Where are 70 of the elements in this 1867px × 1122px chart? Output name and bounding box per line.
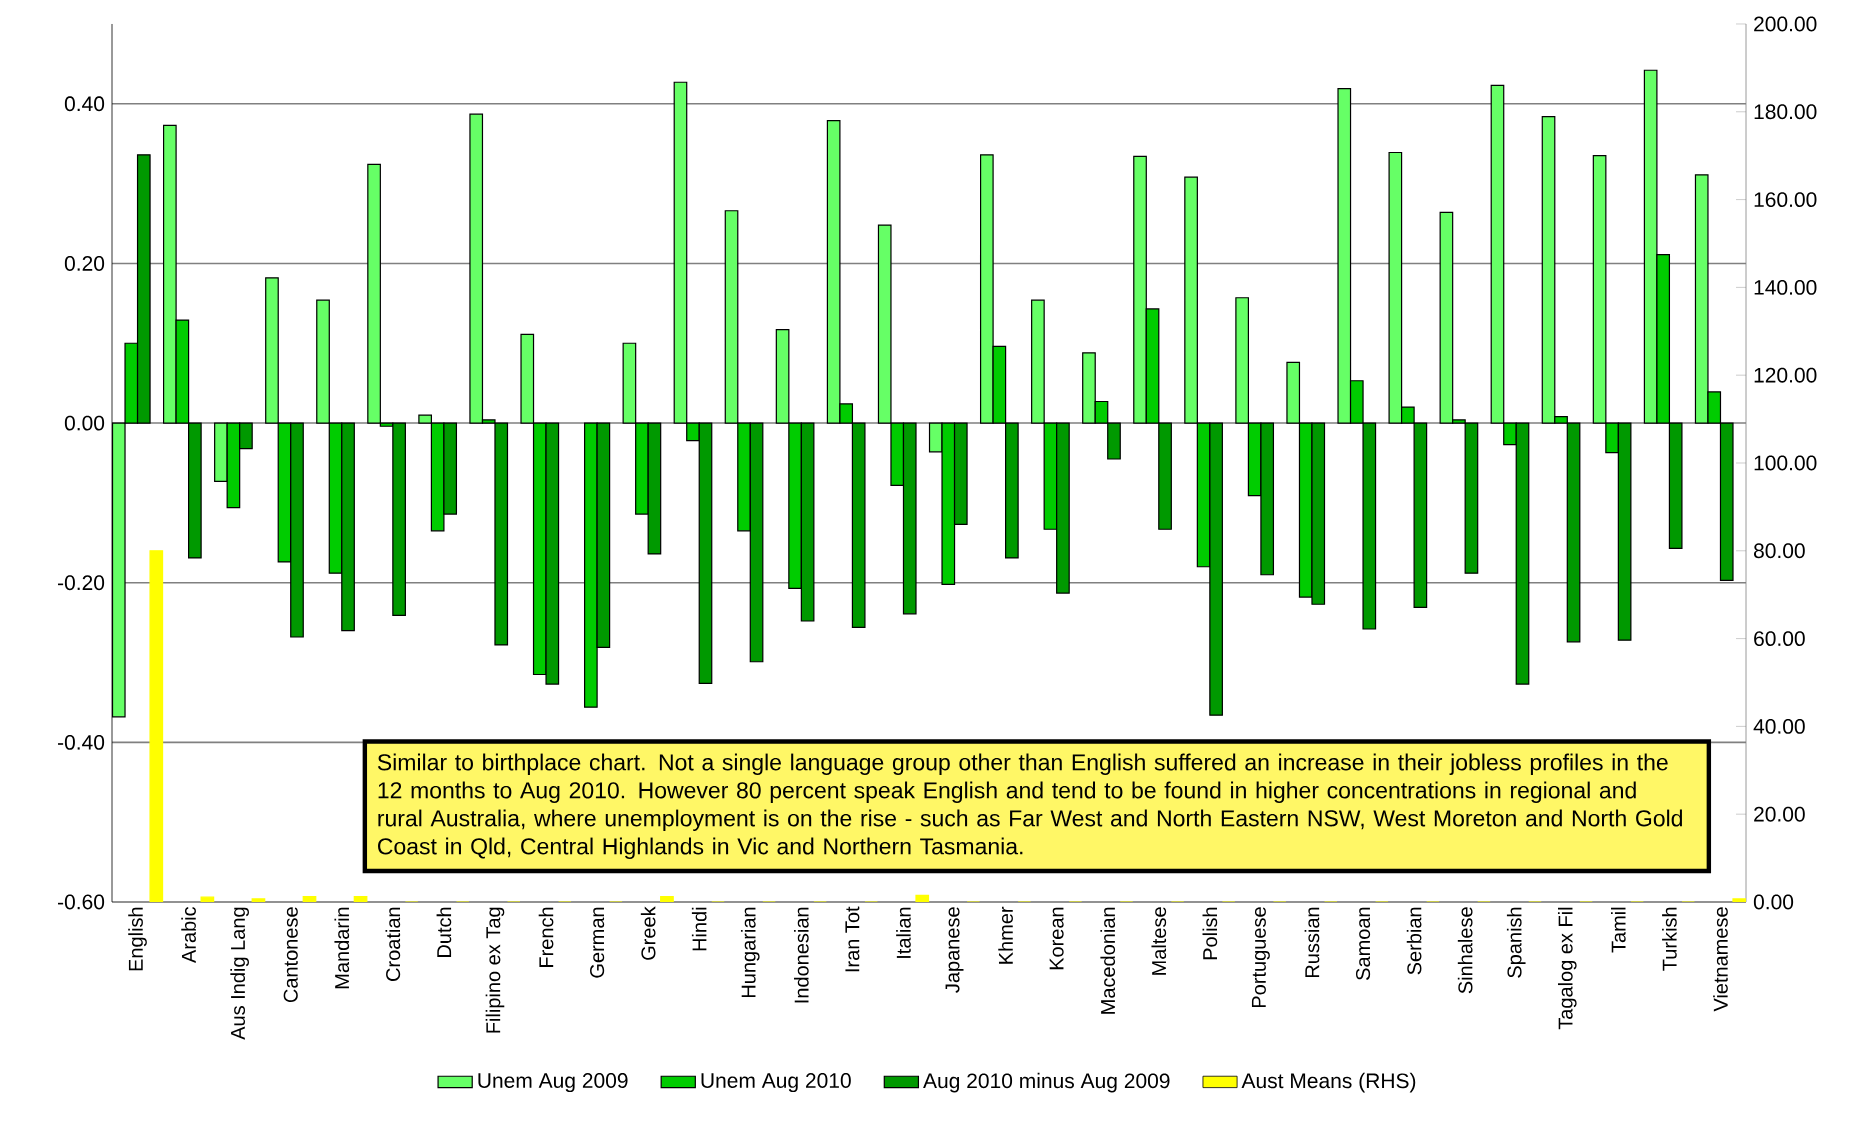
x-tick-label: Spanish xyxy=(1506,907,1526,978)
bar xyxy=(915,894,930,902)
y2-tick-label: 0.00 xyxy=(1753,894,1794,910)
bar xyxy=(367,163,381,424)
x-tick-label: Aus Indig Lang xyxy=(230,907,249,1040)
x-tick-label: Croatian xyxy=(385,907,401,981)
y2-tick-label: 180.00 xyxy=(1754,104,1817,120)
x-tick-label: Greek xyxy=(640,906,656,960)
x-tick-label: Tagalog ex Fil xyxy=(1557,907,1577,1030)
x-tick-label: Cantonese xyxy=(283,907,298,1003)
x-tick-label: Hungarian xyxy=(740,907,760,998)
x-tick-label: Iran Tot xyxy=(845,906,860,972)
bar xyxy=(251,898,266,902)
bar xyxy=(1133,155,1147,424)
x-tick-label: Russian xyxy=(1304,907,1320,978)
bar xyxy=(1732,898,1747,902)
x-tick-label: Dutch xyxy=(436,907,452,957)
x-tick-label: Macedonian xyxy=(1100,907,1116,1014)
y2-tick-label: 100.00 xyxy=(1754,455,1817,471)
bar xyxy=(149,550,164,902)
bar xyxy=(1031,299,1045,424)
y2-tick-label: 40.00 xyxy=(1753,718,1805,734)
legend-label: Unem Aug 2009 xyxy=(478,1073,628,1093)
x-tick-label: Filipino ex Tag xyxy=(485,907,505,1033)
y-tick-label: -0.40 xyxy=(58,734,105,750)
bar xyxy=(1184,176,1198,424)
bar xyxy=(200,896,215,902)
y2-tick-label: 120.00 xyxy=(1754,367,1817,383)
x-tick-label: Serbian xyxy=(1406,907,1422,975)
bar xyxy=(214,422,228,482)
y2-tick-label: 160.00 xyxy=(1754,192,1817,208)
y2-tick-label: 60.00 xyxy=(1754,631,1805,647)
x-tick-label: Mandarin xyxy=(334,907,350,989)
bar xyxy=(316,299,330,424)
x-tick-label: Indonesian xyxy=(794,907,809,1003)
x-tick-label: Maltese xyxy=(1151,907,1167,975)
y-tick-label: -0.60 xyxy=(58,894,105,910)
bar xyxy=(660,896,674,902)
legend-label: Aug 2010 minus Aug 2009 xyxy=(923,1072,1170,1093)
x-tick-label: Polish xyxy=(1202,907,1218,960)
x-tick-label: Turkish xyxy=(1662,907,1677,971)
legend-label: Aust Means (RHS) xyxy=(1241,1072,1416,1093)
y2-tick-label: 140.00 xyxy=(1754,279,1817,295)
legend-label: Unem Aug 2010 xyxy=(701,1073,851,1093)
annotation: Similar to birthplace chart. Not a single language group other than English suffered an increase in their jobless profiles in the 12 months to Aug 2010. However 80 percent speak English and tend to be found in higher concentrations in regional and rural Australia, where unemployment is on the rise - such as Far West and North Eastern NSW, West Moreton and North Gold Coast in Qld, Central Highlands in Vic and Northern Tasmania. xyxy=(377,753,1682,859)
y-tick-label: 0.20 xyxy=(64,256,105,271)
x-tick-label: Korean xyxy=(1049,907,1064,970)
x-tick-label: Italian xyxy=(896,907,911,958)
x-tick-label: Tamil xyxy=(1611,907,1626,953)
bar xyxy=(302,896,317,902)
x-tick-label: Portuguese xyxy=(1251,907,1270,1008)
y2-tick-label: 80.00 xyxy=(1753,543,1805,559)
x-tick-label: Khmer xyxy=(998,906,1013,964)
y2-tick-label: 200.00 xyxy=(1754,16,1817,32)
x-tick-label: Japanese xyxy=(945,907,964,993)
x-tick-label: Sinhalese xyxy=(1457,907,1473,994)
bar xyxy=(353,896,368,902)
x-tick-label: French xyxy=(538,907,554,967)
x-tick-label: Arabic xyxy=(181,906,196,964)
y-tick-label: 0.40 xyxy=(64,96,105,112)
x-tick-label: Samoan xyxy=(1355,907,1371,980)
x-tick-label: Hindi xyxy=(691,907,707,951)
y-tick-label: 0.00 xyxy=(64,415,105,431)
bar xyxy=(265,277,279,424)
x-tick-label: German xyxy=(590,907,605,978)
x-tick-label: Vietnamese xyxy=(1713,907,1728,1012)
bar xyxy=(1082,352,1096,424)
x-tick-label: English xyxy=(128,907,147,971)
y-tick-label: -0.20 xyxy=(58,575,105,591)
y2-tick-label: 20.00 xyxy=(1754,806,1805,822)
